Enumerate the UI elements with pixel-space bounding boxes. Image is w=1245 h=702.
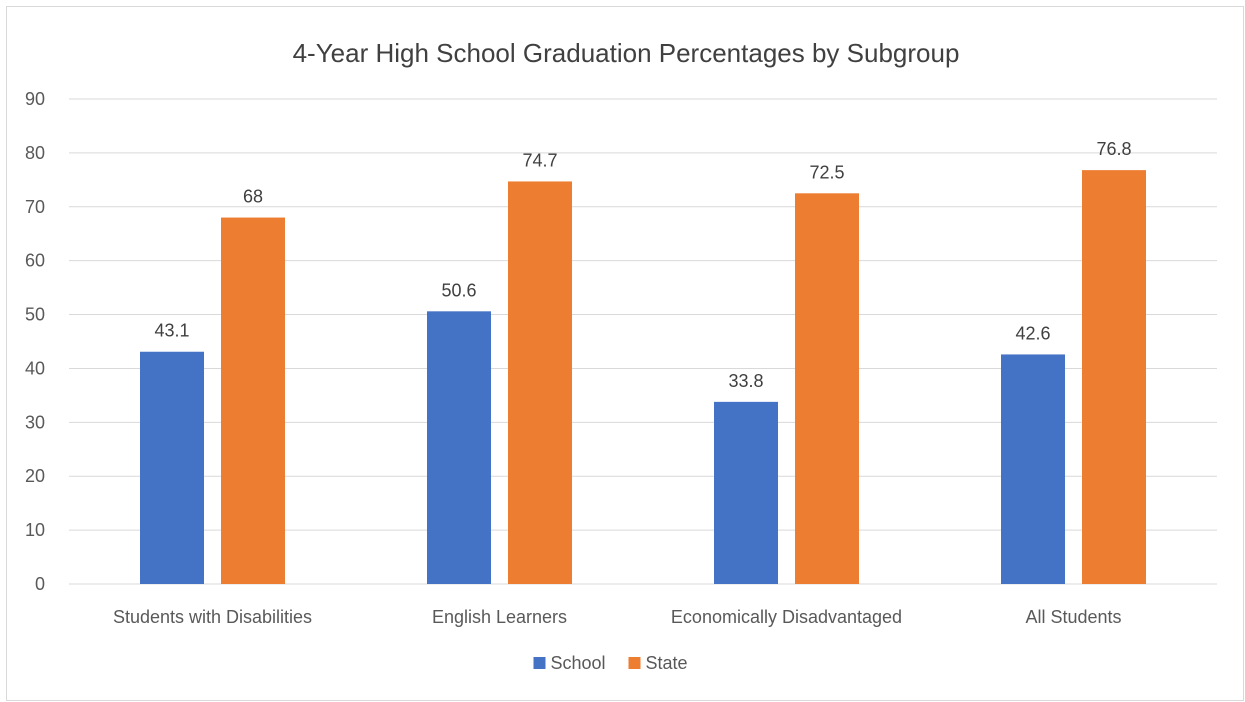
y-tick-label: 10 xyxy=(25,520,45,540)
bars xyxy=(140,170,1146,585)
data-label: 42.6 xyxy=(1015,323,1050,343)
data-label: 68 xyxy=(243,187,263,207)
bar-school-1 xyxy=(427,311,491,584)
chart-area: 4-Year High School Graduation Percentage… xyxy=(6,6,1244,701)
bar-state-0 xyxy=(221,217,285,585)
x-axis: Students with Disabilities English Learne… xyxy=(113,607,1122,627)
legend: School State xyxy=(533,653,688,673)
y-axis: 0 10 20 30 40 50 60 70 80 90 xyxy=(25,89,45,594)
bar-state-3 xyxy=(1082,170,1146,584)
legend-label-school: School xyxy=(551,653,606,673)
legend-swatch-state xyxy=(628,657,641,669)
legend-label-state: State xyxy=(646,653,688,673)
y-tick-label: 70 xyxy=(25,197,45,217)
y-tick-label: 80 xyxy=(25,143,45,163)
bar-school-3 xyxy=(1001,354,1065,584)
x-tick-label: Students with Disabilities xyxy=(113,607,312,627)
bar-state-2 xyxy=(795,193,859,585)
data-label: 72.5 xyxy=(809,162,844,182)
y-tick-label: 30 xyxy=(25,412,45,432)
bar-chart: 4-Year High School Graduation Percentage… xyxy=(25,38,1217,673)
chart-title: 4-Year High School Graduation Percentage… xyxy=(293,38,960,68)
x-tick-label: All Students xyxy=(1025,607,1121,627)
data-label: 74.7 xyxy=(522,150,557,170)
bar-state-1 xyxy=(508,181,572,584)
data-label: 33.8 xyxy=(728,371,763,391)
data-label: 76.8 xyxy=(1096,139,1131,159)
y-tick-label: 40 xyxy=(25,358,45,378)
y-tick-label: 0 xyxy=(35,574,45,594)
y-tick-label: 50 xyxy=(25,305,45,325)
x-tick-label: Economically Disadvantaged xyxy=(671,607,902,627)
data-labels: 43.1 68 50.6 74.7 33.8 72.5 42.6 76.8 xyxy=(154,139,1131,391)
bar-school-2 xyxy=(714,401,778,584)
data-label: 43.1 xyxy=(154,321,189,341)
data-label: 50.6 xyxy=(441,280,476,300)
x-tick-label: English Learners xyxy=(432,607,567,627)
bar-school-0 xyxy=(140,351,204,584)
y-tick-label: 20 xyxy=(25,466,45,486)
legend-swatch-school xyxy=(533,657,546,669)
y-tick-label: 60 xyxy=(25,251,45,271)
y-tick-label: 90 xyxy=(25,89,45,109)
